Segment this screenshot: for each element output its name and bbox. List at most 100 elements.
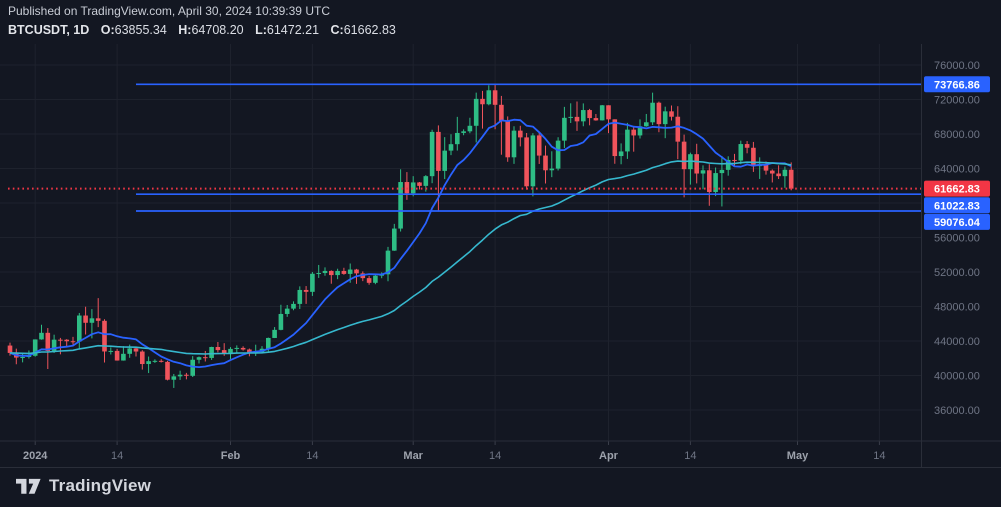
- candle-body: [398, 182, 403, 229]
- candle-body: [713, 173, 718, 192]
- candle-body: [247, 349, 252, 354]
- candle-body: [410, 182, 416, 194]
- candle-body: [650, 102, 655, 123]
- candle-body: [417, 182, 422, 186]
- candle-body: [297, 289, 303, 304]
- candle-body: [146, 361, 151, 365]
- candle-body: [612, 119, 618, 157]
- candle-body: [215, 346, 221, 351]
- y-axis-label: 44000.00: [934, 336, 980, 348]
- candle-body: [455, 132, 460, 145]
- candle-body: [322, 270, 328, 274]
- ohlc-close: C:61662.83: [330, 23, 396, 37]
- candle-body: [385, 250, 391, 275]
- x-axis-label: 2024: [23, 450, 48, 462]
- candle-body: [473, 98, 479, 126]
- x-axis-label: 14: [306, 450, 318, 462]
- candle-body: [656, 102, 662, 125]
- candle-body: [121, 353, 126, 361]
- candle-body: [732, 159, 737, 161]
- candle-body: [744, 144, 750, 148]
- candle-body: [782, 169, 788, 177]
- y-axis-label: 64000.00: [934, 164, 980, 176]
- candle-body: [593, 118, 599, 121]
- candle-body: [303, 289, 309, 292]
- candles: [7, 84, 794, 388]
- candle-body: [505, 121, 510, 158]
- price-badge-label: 61662.83: [934, 184, 980, 196]
- x-axis-label: Mar: [403, 450, 423, 462]
- x-axis-labels: 2024 14 Feb 14 Mar 14 Apr 14 May 14: [23, 441, 886, 462]
- candle-body: [675, 116, 681, 142]
- candle-body: [209, 346, 214, 358]
- y-axis-label: 72000.00: [934, 95, 980, 107]
- candle-body: [196, 357, 202, 360]
- symbol-ohlc-line: BTCUSDT, 1D O:63855.34 H:64708.20 L:6147…: [8, 21, 396, 39]
- x-axis-label: 14: [111, 450, 123, 462]
- candle-body: [518, 130, 523, 138]
- tradingview-logo[interactable]: TradingView: [16, 476, 151, 496]
- candle-body: [228, 348, 233, 354]
- candle-body: [284, 308, 290, 314]
- y-axis-label: 56000.00: [934, 232, 980, 244]
- tradingview-logo-icon: [16, 478, 41, 494]
- candle-body: [133, 348, 139, 352]
- candle-body: [278, 313, 284, 330]
- candle-body: [700, 170, 706, 174]
- candle-body: [467, 125, 473, 132]
- candle-body: [543, 155, 548, 171]
- candle-body: [158, 360, 164, 362]
- candle-body: [114, 350, 120, 361]
- y-axis-label: 40000.00: [934, 370, 980, 382]
- candle-body: [448, 144, 454, 151]
- candle-body: [581, 110, 586, 122]
- x-axis-label: Feb: [221, 450, 241, 462]
- candle-body: [152, 360, 158, 362]
- x-axis-label: 14: [489, 450, 501, 462]
- candle-body: [480, 98, 485, 105]
- candle-body: [562, 117, 567, 141]
- candle-body: [102, 320, 107, 352]
- candle-body: [58, 339, 63, 341]
- candle-body: [719, 169, 725, 174]
- candle-body: [461, 131, 466, 133]
- x-axis-label: May: [787, 450, 809, 462]
- ma-fast-line: [9, 118, 792, 369]
- price-badge: [924, 213, 990, 230]
- level-lines: [8, 83, 922, 212]
- candle-body: [555, 140, 561, 169]
- candle-body: [574, 116, 580, 122]
- candle-body: [329, 270, 334, 276]
- candle-body: [486, 90, 492, 105]
- ma-slow-line: [9, 160, 792, 355]
- candle-body: [530, 135, 536, 187]
- candle-body: [127, 348, 132, 354]
- candle-body: [738, 144, 744, 161]
- y-axis-label: 76000.00: [934, 60, 980, 72]
- overlay-ma-fast: [9, 118, 792, 369]
- candle-body: [83, 315, 88, 323]
- brand-name: TradingView: [49, 476, 152, 495]
- candle-body: [392, 228, 397, 251]
- candle-body: [89, 318, 95, 323]
- candle-body: [631, 129, 636, 136]
- y-axis-label: 52000.00: [934, 267, 980, 279]
- candle-body: [366, 278, 372, 283]
- candle-body: [39, 332, 44, 340]
- candle-body: [404, 182, 410, 194]
- candle-body: [499, 104, 504, 122]
- y-axis-labels: 76000.0072000.0068000.0064000.0060000.00…: [934, 60, 980, 417]
- candle-body: [64, 339, 69, 342]
- chart-header: Published on TradingView.com, April 30, …: [8, 3, 396, 39]
- y-axis-label: 48000.00: [934, 301, 980, 313]
- candle-body: [310, 273, 315, 292]
- candle-body: [442, 150, 447, 171]
- ohlc-low: L:61472.21: [255, 23, 320, 37]
- candle-body: [524, 137, 529, 187]
- candle-body: [587, 110, 592, 119]
- candle-body: [599, 105, 605, 121]
- candle-body: [763, 164, 769, 171]
- candle-body: [20, 357, 25, 359]
- candle-body: [341, 270, 347, 274]
